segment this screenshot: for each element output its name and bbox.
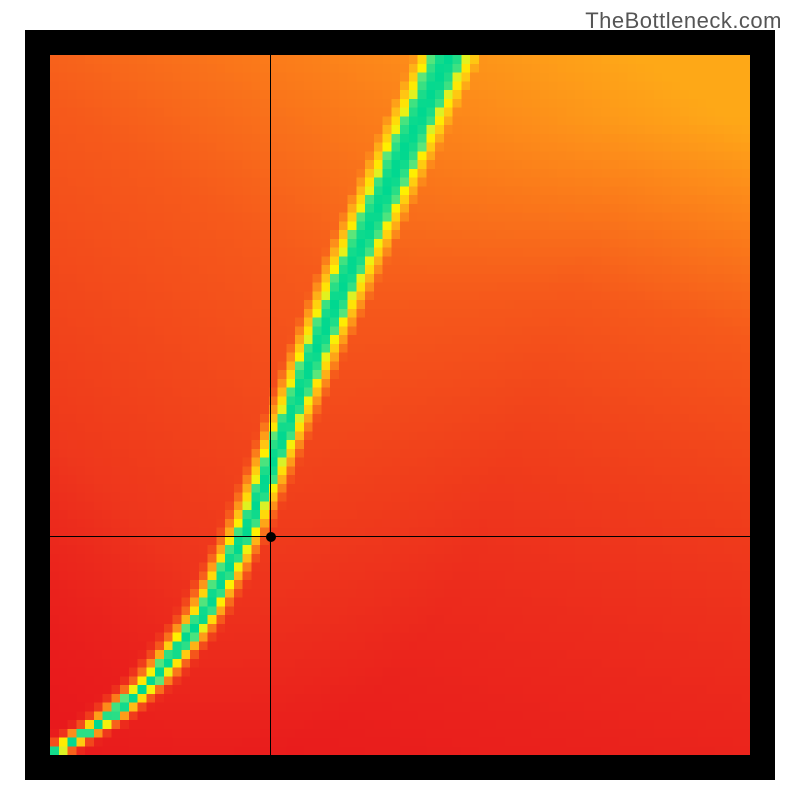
crosshair-horizontal [50,536,750,537]
figure-container: TheBottleneck.com [0,0,800,800]
watermark-text: TheBottleneck.com [585,8,782,34]
crosshair-vertical [270,55,271,755]
crosshair-dot [266,532,276,542]
heatmap-canvas [50,55,750,755]
plot-area [25,30,775,780]
